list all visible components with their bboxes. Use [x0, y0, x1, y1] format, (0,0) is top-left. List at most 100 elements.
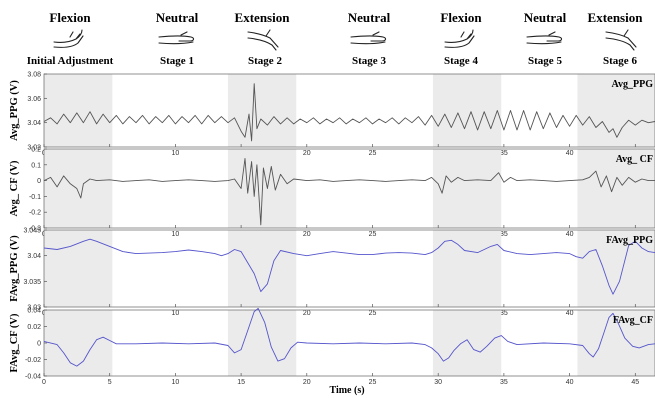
phase-stage-label: Stage 1: [160, 55, 194, 67]
x-tick-label: 40: [566, 379, 574, 386]
x-tick-label: 20: [303, 379, 311, 386]
x-tick-label: 0: [42, 379, 46, 386]
x-tick-label: 35: [500, 231, 508, 238]
phase-4: Flexion Stage 4: [440, 10, 482, 67]
y-tick-label: 3.045: [23, 228, 41, 235]
shaded-interval: [227, 230, 297, 307]
panel-frame: [43, 73, 655, 148]
phase-6: Extension Stage 6: [588, 10, 644, 67]
y-tick-label: 0.1: [31, 162, 41, 169]
x-tick-label: 25: [369, 150, 377, 157]
x-tick-label: 35: [500, 310, 508, 317]
phase-stage-label: Initial Adjustment: [27, 55, 114, 67]
series-line: [43, 83, 655, 142]
y-tick-label: 3.035: [23, 279, 41, 286]
x-tick-label: 20: [303, 310, 311, 317]
y-tick-label: 3.06: [27, 96, 41, 103]
y-axis-label: FAvg_PPG (V): [9, 235, 20, 302]
phase-3: Neutral Stage 3: [348, 10, 391, 67]
series-line: [43, 238, 655, 295]
series-line: [43, 158, 655, 226]
phase-movement-label: Flexion: [440, 10, 482, 25]
phase-movement-label: Neutral: [524, 10, 567, 25]
phase-movement-label: Extension: [235, 10, 291, 25]
shaded-interval: [577, 310, 655, 376]
y-tick-label: 3.02: [27, 145, 41, 152]
phase-movement-label: Flexion: [49, 10, 91, 25]
phase-stage-label: Stage 6: [603, 55, 637, 67]
panel-series-label: FAvg_PPG: [606, 235, 653, 246]
panel-favgppg: 3.033.0353.043.045051015202530354045FAvg…: [9, 228, 655, 317]
panel-avgcf: -0.3-0.2-0.100.10.2051015202530354045Avg…: [9, 147, 655, 238]
x-tick-label: 10: [171, 150, 179, 157]
phase-0: Flexion Initial Adjustment: [27, 10, 114, 67]
y-axis-label: Avg_ CF (V): [9, 160, 20, 216]
panel-series-label: Avg_ CF: [616, 154, 653, 165]
shaded-interval: [44, 230, 113, 307]
x-tick-label: 10: [171, 310, 179, 317]
shaded-interval: [432, 74, 502, 147]
phase-movement-label: Neutral: [156, 10, 199, 25]
x-tick-label: 20: [303, 150, 311, 157]
x-tick-label: 40: [566, 231, 574, 238]
x-tick-label: 20: [303, 231, 311, 238]
phase-stage-label: Stage 3: [352, 55, 386, 67]
y-tick-label: 0: [37, 341, 41, 348]
x-tick-label: 25: [369, 379, 377, 386]
phase-movement-label: Extension: [588, 10, 644, 25]
y-axis-label: FAvg_CF (V): [9, 313, 20, 372]
phase-stage-label: Stage 2: [248, 55, 282, 67]
y-tick-label: 3.04: [27, 120, 41, 127]
y-tick-label: 3.08: [27, 72, 41, 79]
hand-flexion-icon: [53, 29, 84, 48]
shaded-interval: [227, 74, 297, 147]
shaded-interval: [44, 149, 113, 228]
series-line: [43, 307, 655, 367]
y-tick-label: -0.2: [29, 210, 41, 217]
panel-avgppg: 3.023.043.063.08051015202530354045Avg_PP…: [9, 72, 655, 157]
y-tick-label: 3.03: [27, 305, 41, 312]
panel-frame: [43, 229, 655, 308]
y-tick-label: -0.02: [25, 357, 41, 364]
shaded-interval: [432, 149, 502, 228]
shaded-interval: [44, 74, 113, 147]
shaded-interval: [577, 230, 655, 307]
shaded-interval: [432, 310, 502, 376]
hand-extension-icon: [247, 29, 279, 51]
x-tick-label: 40: [566, 150, 574, 157]
x-tick-label: 40: [566, 310, 574, 317]
y-tick-label: -0.3: [29, 226, 41, 233]
panel-series-label: Avg_PPG: [612, 79, 654, 90]
hand-neutral-icon: [158, 31, 195, 45]
x-tick-label: 30: [434, 379, 442, 386]
y-tick-label: 0.02: [27, 324, 41, 331]
y-tick-label: 0.2: [31, 147, 41, 154]
signal-panels: 3.02 3.04 3.06 3.08 0 5 10 15 20 25 30 35 40 45 Avg_PP…: [9, 72, 655, 386]
phase-stage-label: Stage 5: [528, 55, 562, 67]
phase-stage-label: Stage 4: [444, 55, 478, 67]
x-tick-label: 15: [237, 379, 245, 386]
x-tick-label: 35: [500, 150, 508, 157]
y-tick-label: 0.04: [27, 308, 41, 315]
phase-5: Neutral Stage 5: [524, 10, 567, 67]
panel-series-label: FAvg_CF: [613, 315, 653, 326]
hand-neutral-icon: [526, 31, 563, 45]
shaded-interval: [44, 310, 113, 376]
phase-1: Neutral Stage 1: [156, 10, 199, 67]
y-tick-label: 0: [37, 178, 41, 185]
hand-neutral-icon: [350, 31, 387, 45]
panel-favgcf: -0.04 -0.02 0 0.02 0.04 0 5 10 15 20 25 30 35 40 45 FAv…: [9, 307, 655, 386]
x-tick-label: 25: [369, 231, 377, 238]
x-tick-label: 35: [500, 379, 508, 386]
y-tick-label: -0.04: [25, 374, 41, 381]
x-tick-label: 5: [108, 379, 112, 386]
shaded-interval: [227, 310, 297, 376]
shaded-interval: [432, 230, 502, 307]
shaded-interval: [577, 149, 655, 228]
y-tick-label: -0.1: [29, 194, 41, 201]
phase-2: Extension Stage 2: [235, 10, 291, 67]
y-tick-label: 3.04: [27, 253, 41, 260]
x-tick-label: 10: [171, 379, 179, 386]
x-tick-label: 25: [369, 310, 377, 317]
